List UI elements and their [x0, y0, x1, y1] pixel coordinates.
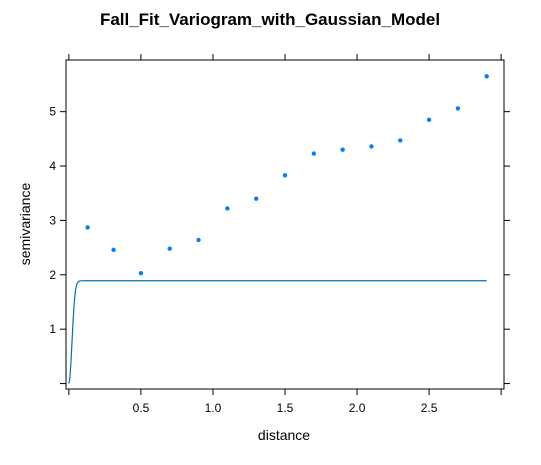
data-point [225, 206, 230, 211]
chart-title: Fall_Fit_Variogram_with_Gaussian_Model [100, 10, 440, 29]
data-point [85, 225, 90, 230]
data-point [455, 106, 461, 111]
y-tick-label: 1 [49, 322, 56, 336]
data-point [340, 147, 345, 152]
data-point [196, 237, 201, 243]
x-tick-label: 2.0 [349, 401, 366, 415]
x-tick-label: 0.5 [133, 401, 150, 415]
y-tick-label: 5 [49, 105, 56, 119]
data-point [426, 117, 432, 123]
data-point [369, 144, 374, 149]
gaussian-model-line [68, 280, 487, 384]
y-tick-label: 4 [49, 159, 56, 173]
y-tick-label: 2 [49, 268, 56, 282]
x-tick-label: 2.5 [421, 401, 438, 415]
data-point [111, 247, 116, 252]
data-point [167, 246, 172, 251]
data-point [138, 270, 144, 276]
plot-frame [65, 59, 505, 390]
data-point [253, 196, 259, 201]
y-axis-label: semivariance [17, 183, 33, 266]
points-layer [85, 74, 489, 276]
x-tick-label: 1.0 [205, 401, 222, 415]
model-layer [68, 280, 487, 384]
data-point [484, 74, 489, 79]
data-point [282, 173, 288, 178]
x-axis-label: distance [258, 427, 310, 443]
data-point [398, 138, 403, 143]
x-tick-label: 1.5 [277, 401, 294, 415]
y-axis: 1 2 3 4 5 [49, 105, 510, 385]
data-point [311, 151, 317, 156]
x-axis: 0.5 1.0 1.5 2.0 2.5 [68, 54, 502, 415]
y-tick-label: 3 [49, 213, 56, 227]
